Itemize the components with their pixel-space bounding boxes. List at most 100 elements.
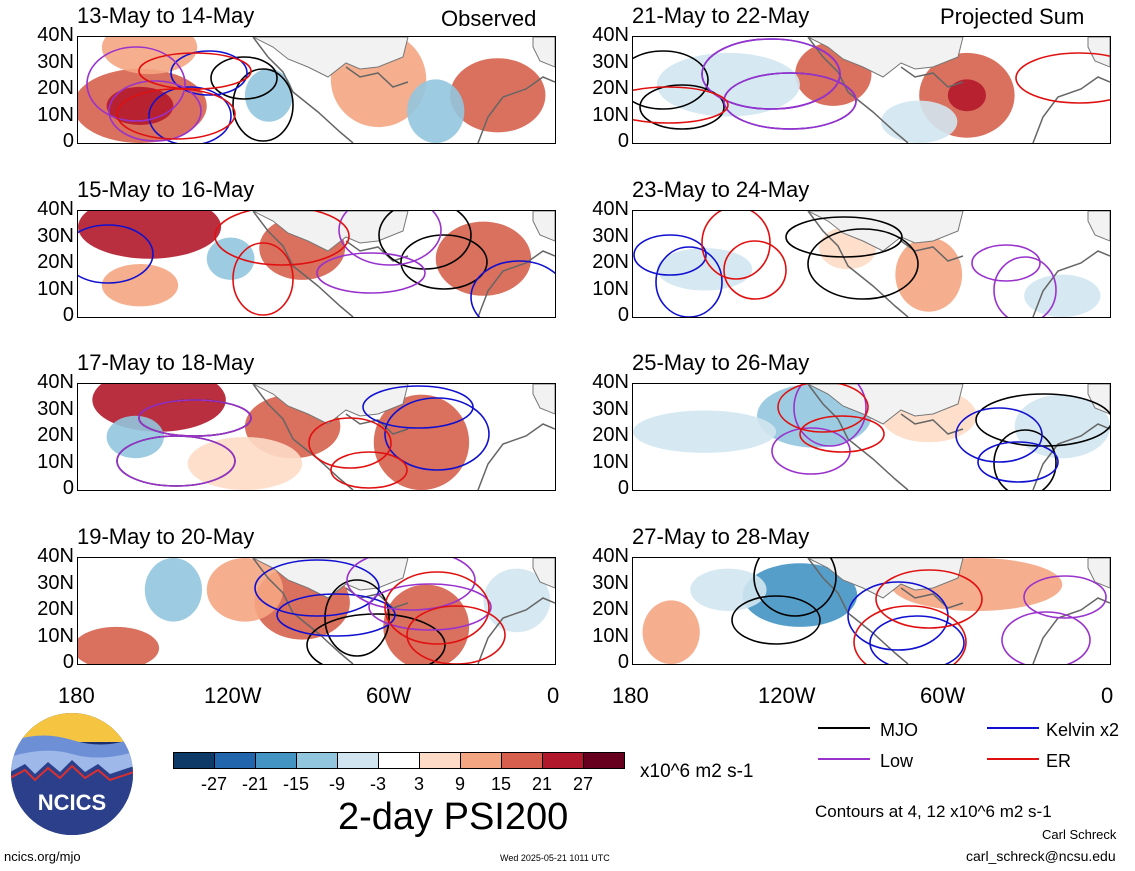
colorbar-swatch [378, 752, 420, 769]
timestamp: Wed 2025-05-21 1011 UTC [500, 853, 610, 863]
colorbar-label: -27 [200, 774, 228, 794]
y-tick-label: 20N [37, 77, 74, 99]
y-tick-label: 20N [37, 251, 74, 273]
colorbar-swatch [419, 752, 461, 769]
y-tick-label: 10N [592, 103, 629, 126]
contour-line [232, 242, 294, 316]
ncics-logo: NCICS [10, 712, 134, 836]
land-mask [807, 211, 1110, 252]
panel-title: 19-May to 20-May [77, 524, 255, 549]
contour-line [1015, 52, 1110, 104]
anomaly-shading [881, 100, 958, 143]
y-tick-label: 0 [62, 304, 74, 326]
anomaly-shading [690, 568, 767, 611]
legend-label-kelvin: Kelvin x2 [1046, 720, 1120, 740]
anomaly-shading [947, 79, 986, 112]
contour-line [470, 260, 555, 317]
contour-line [324, 579, 390, 657]
y-tick-label: 0 [617, 130, 629, 152]
contour-line [138, 399, 252, 437]
anomaly-shading [642, 600, 700, 664]
y-tick-label: 10N [37, 450, 74, 473]
y-tick-label: 40N [592, 198, 629, 220]
colorbar-label: -9 [328, 774, 346, 794]
contour-line [655, 246, 723, 317]
x-tick-label: 180 [58, 683, 95, 708]
anomaly-shading [450, 58, 546, 133]
y-tick-label: 40N [592, 371, 629, 393]
y-tick-label: 40N [37, 545, 74, 567]
x-tick-label: 120W [758, 683, 816, 708]
map-panel [632, 36, 1111, 144]
anomaly-shading [101, 37, 198, 75]
anomaly-shading [1014, 394, 1110, 459]
y-tick-label: 0 [62, 477, 74, 499]
contour-line [955, 407, 1043, 463]
y-tick-label: 20N [37, 424, 74, 446]
anomaly-shading [206, 237, 255, 280]
colorbar-swatch [337, 752, 379, 769]
contour-line [384, 397, 490, 471]
contour-line [338, 211, 442, 266]
anomaly-shading [101, 264, 179, 307]
y-tick-label: 10N [37, 624, 74, 647]
map-panel [632, 557, 1111, 665]
map-panel [632, 383, 1111, 491]
author-name: Carl Schreck [1042, 827, 1117, 842]
map-svg [633, 384, 1110, 490]
contour-line [400, 234, 488, 290]
contour-line [254, 559, 380, 617]
y-tick-label: 40N [37, 371, 74, 393]
projected-sum-label: Projected Sum [940, 4, 1085, 29]
anomaly-shading [106, 86, 174, 125]
y-tick-label: 40N [592, 545, 629, 567]
land-mask [252, 558, 555, 599]
coastline [807, 211, 1110, 317]
y-tick-label: 30N [592, 571, 629, 594]
y-tick-label: 20N [592, 251, 629, 273]
y-tick-label: 10N [592, 624, 629, 647]
anomaly-shading [435, 221, 532, 296]
main-title: 2-day PSI200 [338, 796, 569, 838]
panel-title: 23-May to 24-May [632, 177, 810, 202]
contour-line [116, 435, 236, 487]
contour-line [993, 429, 1057, 490]
anomaly-shading [656, 52, 800, 117]
y-tick-label: 40N [592, 24, 629, 46]
colorbar-swatch [255, 752, 297, 769]
map-panel [632, 210, 1111, 318]
y-tick-label: 30N [37, 397, 74, 420]
map-svg [633, 211, 1110, 317]
land-mask [252, 37, 555, 78]
legend-label-low: Low [880, 751, 914, 771]
y-tick-label: 20N [37, 598, 74, 620]
contour-line [869, 615, 965, 664]
coastline [252, 384, 555, 490]
contour-line [330, 451, 408, 489]
legend-label-er: ER [1046, 751, 1072, 771]
y-tick-label: 30N [37, 571, 74, 594]
map-svg [633, 37, 1110, 143]
legend-label-mjo: MJO [880, 720, 918, 740]
y-tick-label: 0 [617, 477, 629, 499]
y-tick-label: 20N [592, 598, 629, 620]
contour-line [799, 415, 885, 453]
panel-title: 27-May to 28-May [632, 524, 810, 549]
contour-line [993, 256, 1057, 317]
colorbar-swatch [296, 752, 338, 769]
author-email[interactable]: carl_schreck@ncsu.edu [966, 848, 1116, 864]
contour-line [276, 593, 396, 637]
coastline [807, 37, 1110, 143]
contour-line [639, 84, 725, 130]
land-mask [807, 37, 1110, 78]
ncics-url[interactable]: ncics.org/mjo [4, 849, 81, 864]
colorbar-label: -21 [241, 774, 269, 794]
contour-line [793, 384, 867, 447]
contour-line [633, 86, 729, 124]
observed-label: Observed [441, 6, 537, 31]
y-tick-label: 30N [37, 50, 74, 73]
anomaly-shading [895, 237, 963, 312]
colorbar-swatch [460, 752, 502, 769]
colorbar-label: -15 [282, 774, 310, 794]
y-tick-label: 0 [62, 651, 74, 673]
